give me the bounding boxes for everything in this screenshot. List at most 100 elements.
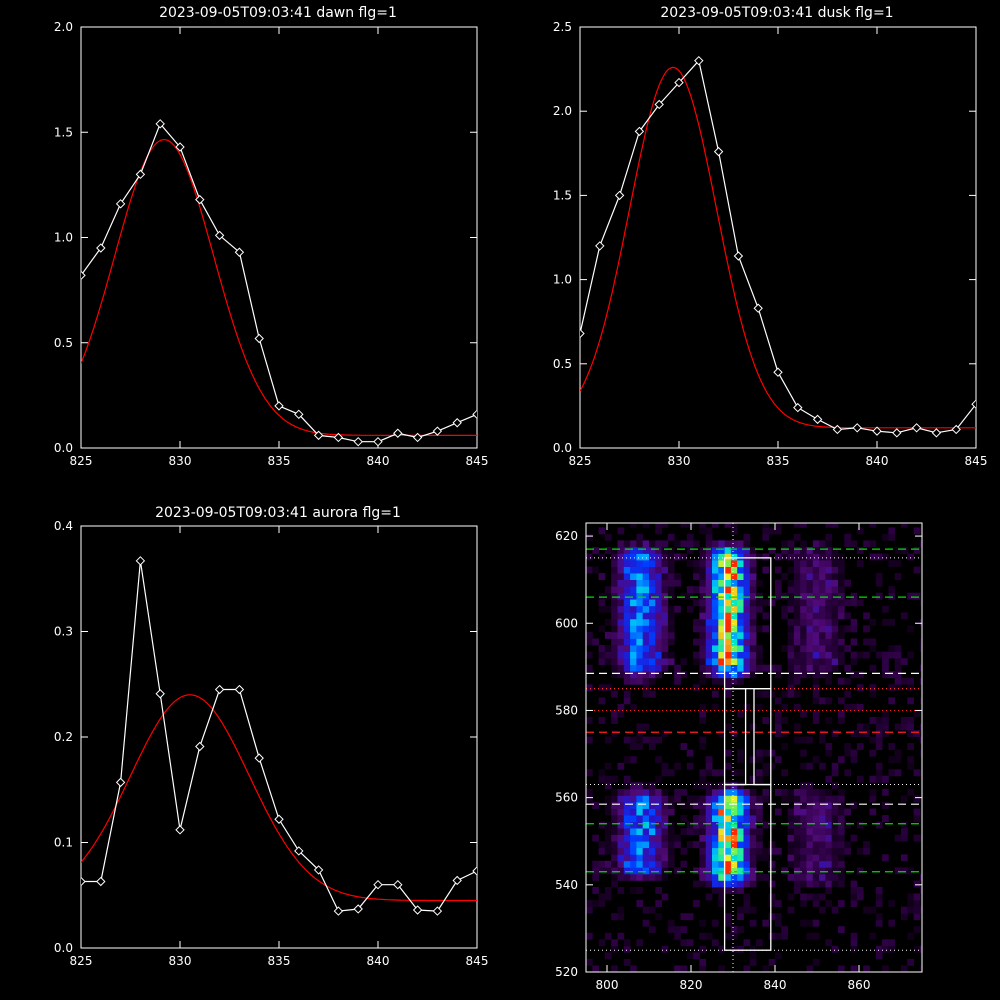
heatmap-cell: [869, 749, 877, 757]
heatmap-cell: [768, 547, 776, 554]
heatmap-cell: [649, 788, 656, 796]
heatmap-cell: [737, 638, 744, 646]
heatmap-cell: [775, 671, 782, 679]
heatmap-cell: [743, 664, 751, 672]
heatmap-cell: [592, 860, 599, 868]
heatmap-cell: [737, 795, 744, 803]
data-point-marker: [393, 428, 403, 438]
heatmap-cell: [825, 867, 833, 875]
heatmap-cell: [649, 664, 656, 672]
heatmap-cell: [875, 913, 883, 921]
heatmap-cell: [686, 605, 694, 613]
heatmap-cell: [831, 841, 839, 849]
heatmap-cell: [604, 893, 612, 901]
heatmap-cell: [749, 906, 757, 914]
heatmap-cell: [793, 586, 801, 594]
heatmap-cell: [655, 625, 662, 633]
heatmap-cell: [793, 736, 801, 744]
heatmap-cell: [775, 919, 782, 927]
heatmap-cell: [743, 815, 751, 822]
heatmap-cell: [800, 579, 807, 587]
heatmap-cell: [674, 605, 681, 613]
heatmap-cell: [850, 887, 858, 894]
heatmap-cell: [712, 788, 719, 796]
heatmap-cell: [598, 553, 606, 561]
gaussian-fit-line: [81, 694, 477, 902]
heatmap-cell: [636, 547, 644, 554]
heatmap-cell: [787, 671, 795, 679]
heatmap-cell: [592, 965, 599, 972]
heatmap-cell: [642, 690, 650, 698]
heatmap-cell: [737, 815, 744, 822]
heatmap-cell: [894, 756, 902, 764]
heatmap-cell: [718, 893, 725, 901]
heatmap-cell: [787, 645, 795, 652]
heatmap-cell: [680, 671, 688, 679]
heatmap-cell: [775, 523, 782, 528]
heatmap-cell: [831, 592, 839, 600]
heatmap-cell: [793, 795, 801, 803]
heatmap-cell: [655, 540, 662, 548]
heatmap-cell: [623, 782, 631, 790]
heatmap-cell: [699, 573, 707, 580]
heatmap-cell: [737, 854, 744, 862]
y-tick-label: 0.2: [54, 730, 73, 744]
data-point-marker: [733, 251, 744, 261]
heatmap-cell: [806, 573, 814, 580]
heatmap-cell: [762, 788, 770, 796]
heatmap-cell: [712, 847, 719, 855]
heatmap-cell: [617, 834, 625, 842]
heatmap-cell: [623, 664, 631, 672]
heatmap-cell: [863, 730, 870, 737]
heatmap-cell: [888, 684, 896, 692]
heatmap-cell: [894, 573, 902, 580]
heatmap-cell: [724, 828, 732, 835]
heatmap-cell: [844, 690, 851, 698]
heatmap-cell: [831, 658, 839, 665]
heatmap-cell: [737, 586, 744, 594]
heatmap-cell: [812, 847, 820, 855]
heatmap-cell: [901, 547, 908, 554]
heatmap-cell: [869, 684, 877, 692]
heatmap-cell: [812, 893, 820, 901]
heatmap-cell: [712, 854, 719, 862]
heatmap-cell: [712, 841, 719, 849]
heatmap-cell: [636, 671, 644, 679]
heatmap-cell: [636, 873, 644, 881]
heatmap-cell: [686, 523, 694, 528]
heatmap-cell: [623, 560, 631, 567]
heatmap-cell: [806, 854, 814, 862]
dawn-chart-title: 2023-09-05T09:03:41 dawn flg=1: [159, 5, 397, 21]
y-tick-label: 1.0: [553, 273, 572, 287]
heatmap-cell: [875, 945, 883, 953]
heatmap-cell: [844, 821, 851, 829]
heatmap-cell: [856, 743, 864, 750]
heatmap-cell: [655, 867, 662, 875]
heatmap-cell: [831, 638, 839, 646]
heatmap-cell: [812, 873, 820, 881]
heatmap-cell: [919, 527, 922, 535]
heatmap-cell: [819, 795, 826, 803]
heatmap-cell: [743, 618, 751, 626]
heatmap-cell: [611, 612, 618, 620]
heatmap-cell: [825, 775, 833, 783]
heatmap-cell: [768, 880, 776, 888]
heatmap-cell: [743, 808, 751, 816]
heatmap-cell: [787, 690, 795, 698]
heatmap-cell: [705, 893, 713, 901]
heatmap-cell: [705, 599, 713, 607]
heatmap-cell: [850, 932, 858, 940]
heatmap-cell: [586, 717, 593, 724]
heatmap-cell: [699, 645, 707, 652]
heatmap-cell: [800, 893, 807, 901]
heatmap-cell: [598, 592, 606, 600]
heatmap-cell: [623, 815, 631, 822]
heatmap-cell: [888, 756, 896, 764]
heatmap-cell: [831, 618, 839, 626]
heatmap-cell: [636, 808, 644, 816]
heatmap-cell: [812, 802, 820, 809]
heatmap-cell: [806, 645, 814, 652]
heatmap-cell: [793, 547, 801, 554]
heatmap-cell: [718, 671, 725, 679]
heatmap-cell: [819, 671, 826, 679]
